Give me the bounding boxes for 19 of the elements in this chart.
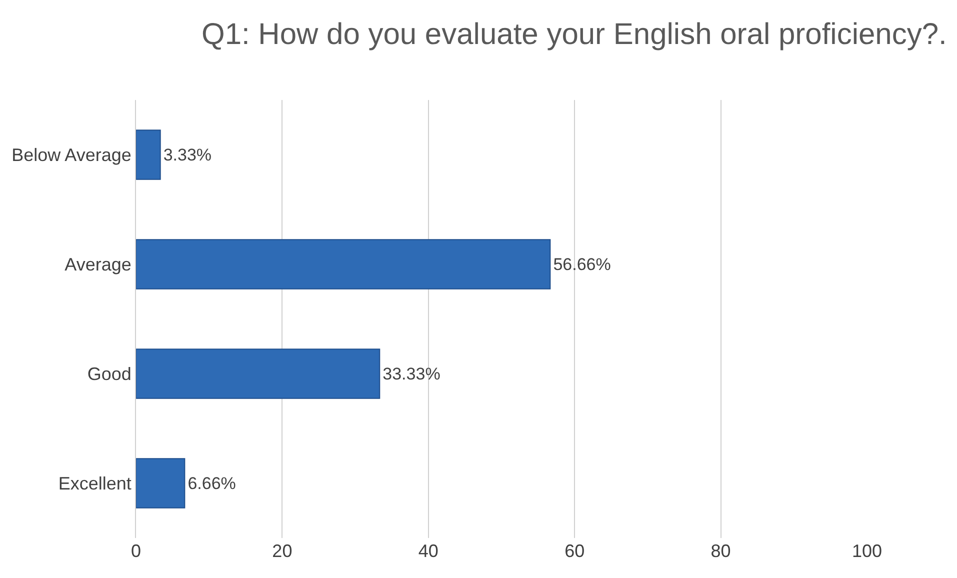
y-tick-label: Good [87,364,132,384]
bar [136,239,551,290]
y-tick-label: Average [64,254,132,275]
bar [136,348,380,399]
x-tick-label: 0 [130,541,142,561]
data-label: 56.66% [553,254,611,274]
data-label: 33.33% [382,364,440,384]
x-tick-label: 60 [564,541,585,561]
y-tick-label: Below Average [12,145,132,166]
x-tick-label: 40 [418,541,438,561]
x-tick-label: 100 [852,541,882,561]
x-tick-label: 80 [710,541,731,561]
y-tick-label: Excellent [58,474,132,494]
x-tick-label: 20 [272,541,292,561]
bar [136,130,161,180]
bar [136,458,186,508]
data-label: 6.66% [188,474,236,493]
data-label: 3.33% [163,145,212,164]
chart-title: Q1: How do you evaluate your English oral proficiency?. [201,18,947,52]
